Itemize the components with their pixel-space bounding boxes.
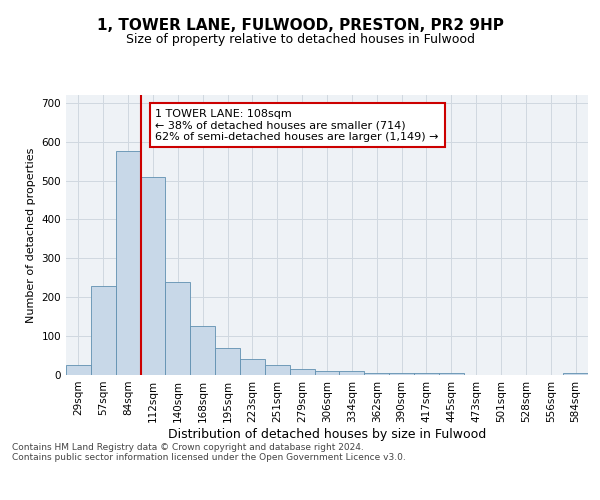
Bar [364, 373, 389, 375]
Text: 1 TOWER LANE: 108sqm
← 38% of detached houses are smaller (714)
62% of semi-deta: 1 TOWER LANE: 108sqm ← 38% of detached h… [155, 108, 439, 142]
Bar [166, 282, 190, 375]
Text: Size of property relative to detached houses in Fulwood: Size of property relative to detached ho… [125, 32, 475, 46]
Text: Contains HM Land Registry data © Crown copyright and database right 2024.
Contai: Contains HM Land Registry data © Crown c… [12, 442, 406, 462]
Text: 1, TOWER LANE, FULWOOD, PRESTON, PR2 9HP: 1, TOWER LANE, FULWOOD, PRESTON, PR2 9HP [97, 18, 503, 32]
Y-axis label: Number of detached properties: Number of detached properties [26, 148, 36, 322]
Bar [563, 373, 588, 375]
Bar [240, 360, 265, 375]
Bar [66, 366, 91, 375]
Bar [314, 371, 340, 375]
Bar [439, 373, 464, 375]
Bar [116, 152, 140, 375]
Bar [91, 286, 116, 375]
X-axis label: Distribution of detached houses by size in Fulwood: Distribution of detached houses by size … [168, 428, 486, 440]
Bar [215, 348, 240, 375]
Bar [290, 369, 314, 375]
Bar [190, 326, 215, 375]
Bar [140, 176, 166, 375]
Bar [389, 373, 414, 375]
Bar [265, 366, 290, 375]
Bar [340, 371, 364, 375]
Bar [414, 373, 439, 375]
